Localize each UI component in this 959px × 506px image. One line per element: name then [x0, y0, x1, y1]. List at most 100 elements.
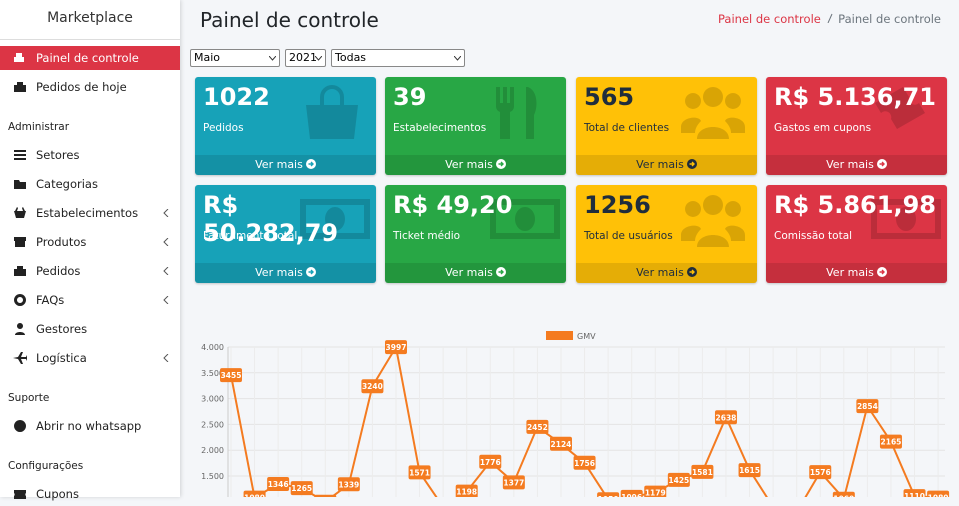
card-icon: [681, 87, 745, 139]
chevron: [163, 209, 169, 217]
icon-shape: [490, 199, 560, 239]
icon-shape: [14, 150, 26, 160]
nav-item[interactable]: Pedidos: [0, 259, 180, 283]
card-label: Total de usuários: [584, 230, 673, 242]
link-arrow: [495, 159, 506, 169]
nav-item[interactable]: FAQs: [0, 288, 180, 312]
nav-label: Setores: [36, 148, 80, 162]
card-link[interactable]: Ver mais: [766, 155, 947, 175]
card-value: R$ 50.282,79: [203, 191, 339, 247]
stat-card: R$ 5.861,98 Comissão total Ver mais: [766, 185, 947, 283]
card-link-text: Ver mais: [636, 158, 684, 171]
data-label-box: [620, 489, 643, 497]
card-value: 39: [393, 83, 427, 111]
nav-item[interactable]: Setores: [0, 143, 180, 167]
breadcrumb-link[interactable]: Painel de controle: [718, 12, 821, 26]
data-label-box: [220, 368, 242, 383]
card-icon: [871, 199, 941, 239]
nav-item[interactable]: Cupons: [0, 482, 180, 506]
stat-card: 39 Estabelecimentos Ver mais: [385, 77, 566, 175]
card-link[interactable]: Ver mais: [385, 263, 566, 283]
select-arrow: [269, 56, 276, 61]
nav-icon: [13, 352, 27, 364]
chevron-shape: [163, 267, 169, 275]
card-icon: [681, 195, 745, 247]
nav-icon: [14, 53, 24, 62]
link-arrow: [876, 267, 887, 277]
arrow-shape: [308, 161, 314, 167]
card-link-text: Ver mais: [636, 266, 684, 279]
card-link[interactable]: Ver mais: [195, 263, 376, 283]
nav-item[interactable]: Estabelecimentos: [0, 201, 180, 225]
select[interactable]: Todas: [331, 49, 465, 67]
chevron: [163, 267, 169, 275]
card-link[interactable]: Ver mais: [766, 263, 947, 283]
data-label: 1576: [810, 468, 831, 477]
link-arrow: [876, 159, 887, 169]
nav-item[interactable]: Categorias: [0, 172, 180, 196]
data-label-box: [927, 490, 950, 497]
card-value: R$ 5.136,71: [774, 83, 936, 111]
icon-shape: [306, 85, 358, 139]
data-label: 1179: [645, 489, 666, 497]
nav-item[interactable]: Gestores: [0, 317, 180, 341]
nav-item[interactable]: Logística: [0, 346, 180, 370]
arrow-shape: [315, 56, 322, 61]
nav-label: Categorias: [36, 177, 98, 191]
chevron-shape: [163, 296, 169, 304]
nav-icon: [14, 207, 26, 218]
data-label-box: [408, 465, 431, 480]
arrow-shape: [269, 56, 276, 61]
link-arrow: [305, 159, 316, 169]
data-label: 3997: [386, 343, 407, 352]
nav-item[interactable]: Painel de controle: [0, 46, 180, 70]
data-label: 1581: [692, 468, 713, 477]
card-link[interactable]: Ver mais: [576, 263, 757, 283]
nav-label: Abrir no whatsapp: [36, 419, 142, 433]
y-tick-label: 4.000: [201, 343, 224, 352]
data-label: 2854: [857, 402, 878, 411]
arrow-shape: [454, 56, 461, 61]
card-link[interactable]: Ver mais: [385, 155, 566, 175]
data-label: 1776: [480, 458, 501, 467]
card-link[interactable]: Ver mais: [576, 155, 757, 175]
nav-icon: [15, 323, 25, 335]
chevron-shape: [163, 209, 169, 217]
data-label-box: [267, 476, 290, 491]
select[interactable]: Maio: [190, 49, 280, 67]
card-label: Total de clientes: [584, 122, 670, 134]
icon-shape: [871, 199, 941, 239]
select-arrow: [454, 56, 461, 61]
data-label-box: [738, 463, 761, 478]
data-label-box: [597, 492, 620, 497]
icon-shape: [13, 352, 27, 364]
nav-item[interactable]: Pedidos de hoje: [0, 75, 180, 99]
arrow-shape: [879, 161, 885, 167]
card-value: 565: [584, 83, 635, 111]
separator: [827, 13, 832, 24]
page-title: Painel de controle: [200, 8, 379, 32]
nav-icon: [14, 82, 26, 92]
card-label: Comissão total: [774, 230, 853, 242]
y-tick-label: 3.000: [201, 395, 224, 404]
card-link-text: Ver mais: [826, 158, 874, 171]
arrow-shape: [498, 161, 504, 167]
select[interactable]: 2021: [285, 49, 326, 67]
nav-icon: [14, 180, 26, 189]
data-label: 3455: [221, 371, 242, 380]
arrow-shape: [689, 161, 695, 167]
nav-label: Estabelecimentos: [36, 206, 139, 220]
nav-item[interactable]: Abrir no whatsapp: [0, 414, 180, 438]
card-value: 1256: [584, 191, 651, 219]
data-label-box: [714, 410, 737, 425]
link-arrow: [495, 267, 506, 277]
nav-item[interactable]: Produtos: [0, 230, 180, 254]
icon-shape: [14, 266, 26, 276]
icon-shape: [14, 490, 26, 499]
divider: [0, 39, 180, 40]
card-link[interactable]: Ver mais: [195, 155, 376, 175]
nav-icon: [14, 150, 26, 160]
data-label-box: [243, 490, 266, 497]
y-tick-label: 2.000: [201, 446, 224, 455]
card-icon: [300, 199, 370, 239]
